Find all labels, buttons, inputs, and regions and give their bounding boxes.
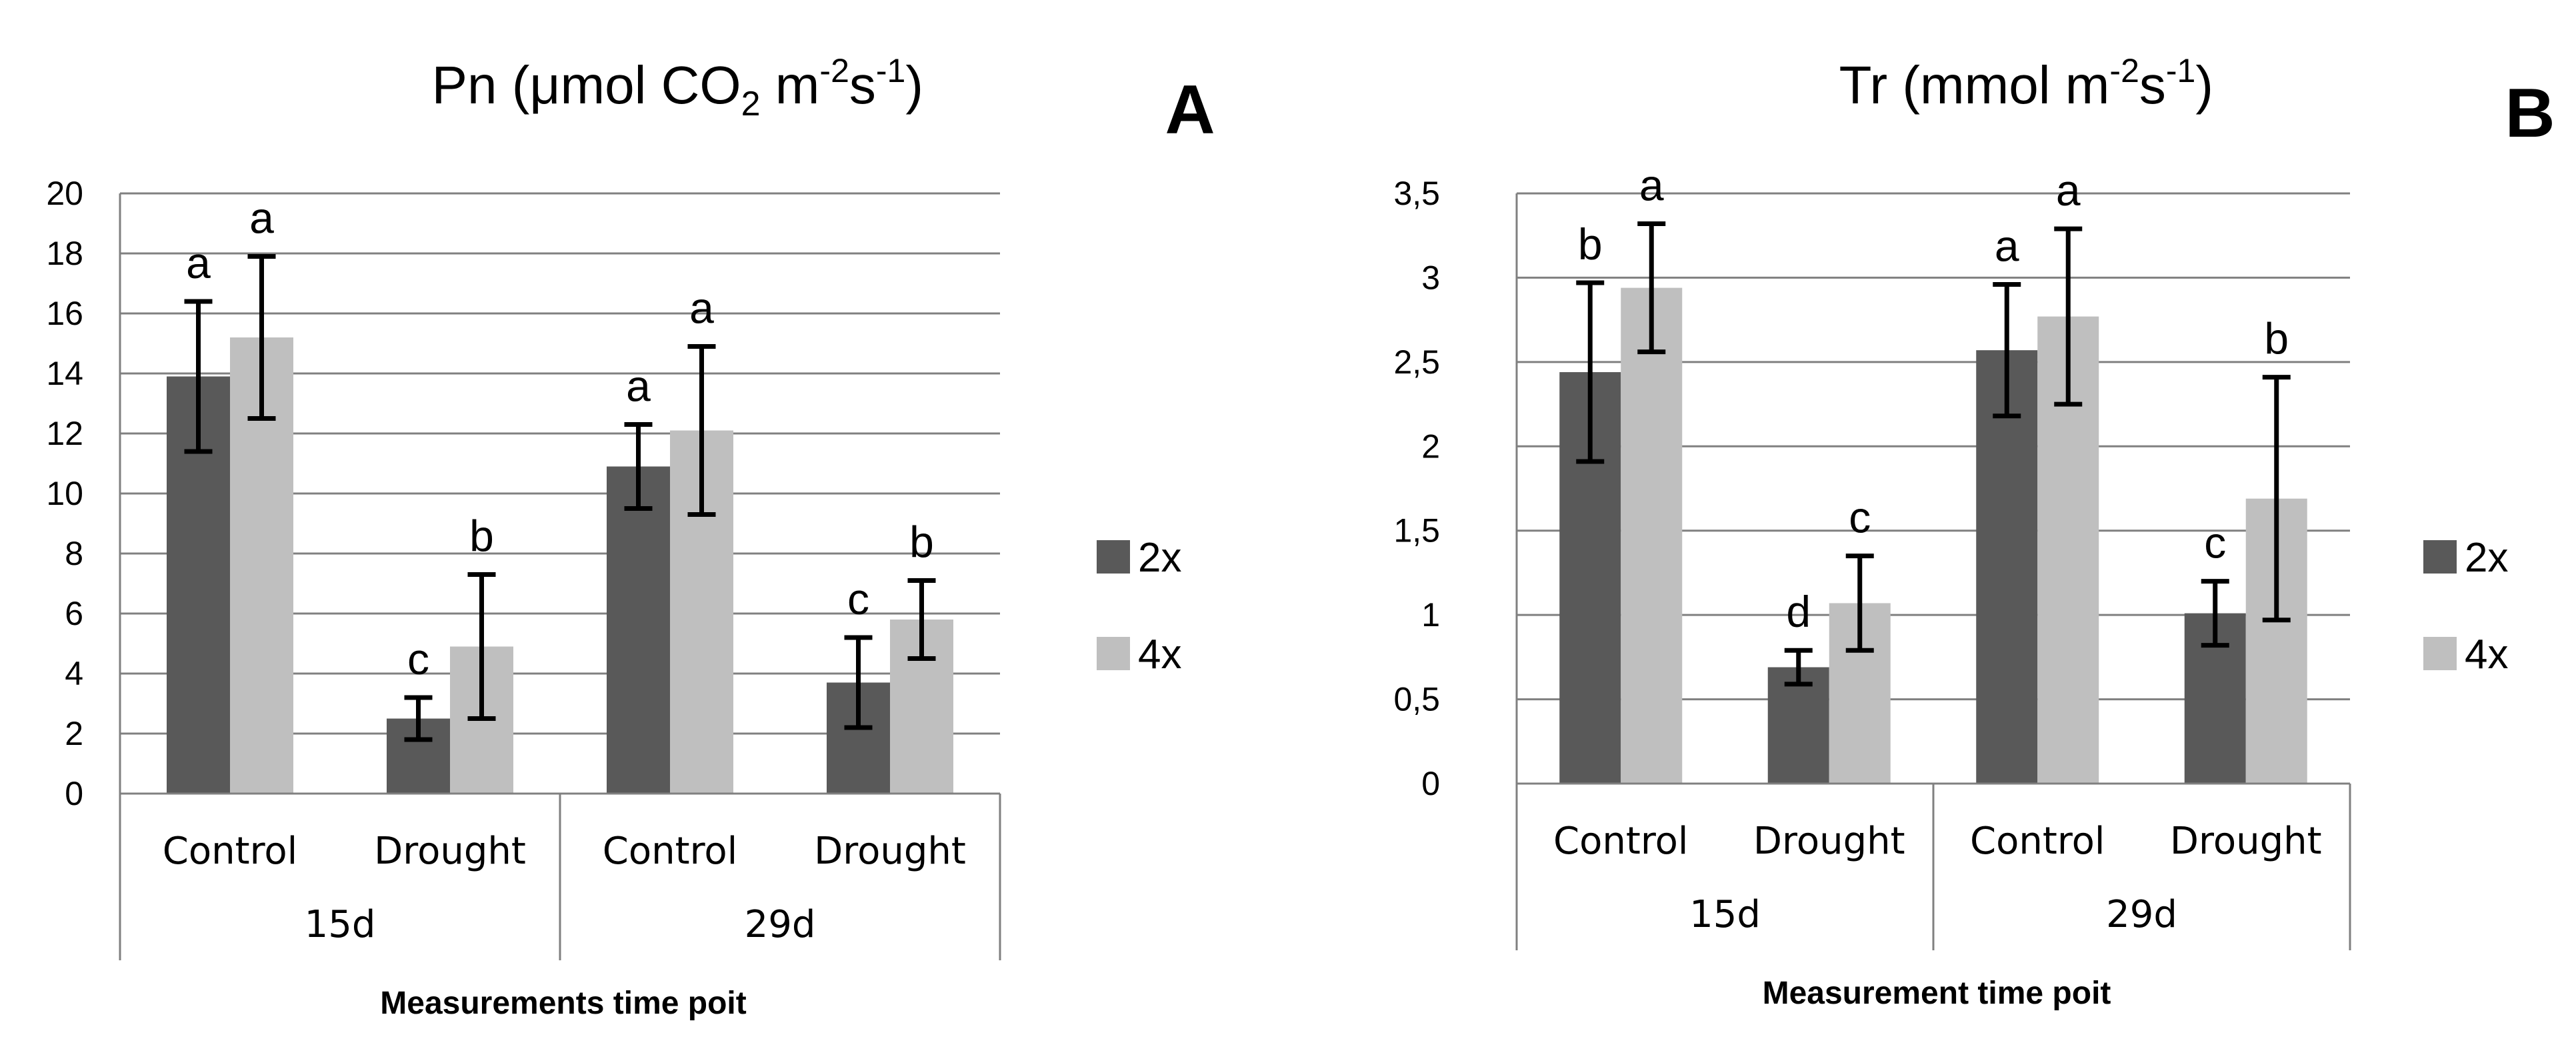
bar-2x — [1767, 667, 1829, 784]
bar-2x — [1976, 350, 2038, 784]
y-tick-label: 0,5 — [1393, 681, 1440, 718]
significance-letter: a — [186, 238, 211, 287]
group-label: 29d — [2106, 893, 2177, 936]
category-label: Control — [1970, 820, 2105, 863]
chart-title: Tr (mmol m-2s-1) — [1839, 52, 2213, 115]
y-tick-label: 16 — [46, 295, 83, 332]
significance-letter: c — [1849, 493, 1871, 542]
x-axis-label: Measurements time poit — [380, 986, 746, 1021]
bar-2x — [607, 466, 670, 794]
y-tick-label: 14 — [46, 355, 83, 392]
bar-4x — [1621, 287, 1683, 784]
y-tick-label: 6 — [65, 595, 83, 632]
panel-letter: A — [1165, 71, 1215, 149]
group-label: 15d — [305, 903, 376, 946]
y-tick-label: 3 — [1421, 259, 1440, 296]
category-label: Drought — [374, 830, 526, 873]
significance-letter: b — [909, 517, 934, 567]
significance-letter: d — [1786, 587, 1811, 636]
panel-letter: B — [2505, 75, 2555, 152]
legend-swatch-4x — [1097, 637, 1130, 670]
legend-swatch-4x — [2423, 637, 2457, 670]
significance-letter: c — [2204, 518, 2226, 568]
legend-swatch-2x — [2423, 540, 2457, 574]
category-label: Control — [603, 830, 737, 873]
legend-label: 2x — [2465, 535, 2508, 581]
significance-letter: a — [689, 283, 714, 333]
legend-label: 2x — [1138, 535, 1181, 581]
significance-letter: b — [469, 511, 494, 561]
y-tick-label: 0 — [1421, 765, 1440, 802]
significance-letter: a — [1639, 161, 1664, 210]
significance-letter: c — [407, 634, 429, 684]
y-tick-label: 1 — [1421, 596, 1440, 634]
significance-letter: a — [2056, 165, 2081, 215]
category-label: Drought — [1753, 820, 1905, 863]
y-tick-label: 2 — [65, 715, 83, 752]
y-tick-label: 20 — [46, 175, 83, 212]
significance-letter: a — [1995, 221, 2019, 271]
significance-letter: b — [2264, 314, 2289, 363]
y-tick-label: 18 — [46, 235, 83, 272]
category-label: Control — [163, 830, 297, 873]
y-tick-label: 12 — [46, 415, 83, 452]
y-tick-label: 2 — [1421, 427, 1440, 465]
legend-label: 4x — [1138, 632, 1181, 678]
chart-title: Pn (μmol CO2 m-2s-1) — [432, 52, 923, 123]
y-tick-label: 3,5 — [1393, 175, 1440, 212]
group-label: 15d — [1689, 893, 1761, 936]
category-label: Drought — [814, 830, 966, 873]
significance-letter: a — [249, 193, 274, 243]
significance-letter: c — [847, 574, 869, 624]
significance-letter: b — [1578, 219, 1603, 269]
significance-letter: a — [626, 361, 651, 411]
group-label: 29d — [745, 903, 816, 946]
category-label: Drought — [2170, 820, 2322, 863]
y-tick-label: 8 — [65, 535, 83, 572]
y-tick-label: 1,5 — [1393, 512, 1440, 550]
y-tick-label: 10 — [46, 475, 83, 512]
y-tick-label: 2,5 — [1393, 343, 1440, 381]
legend-swatch-2x — [1097, 540, 1130, 574]
y-tick-label: 0 — [65, 775, 83, 812]
y-tick-label: 4 — [65, 655, 83, 692]
legend-label: 4x — [2465, 632, 2508, 678]
x-axis-label: Measurement time poit — [1763, 976, 2111, 1011]
category-label: Control — [1553, 820, 1688, 863]
